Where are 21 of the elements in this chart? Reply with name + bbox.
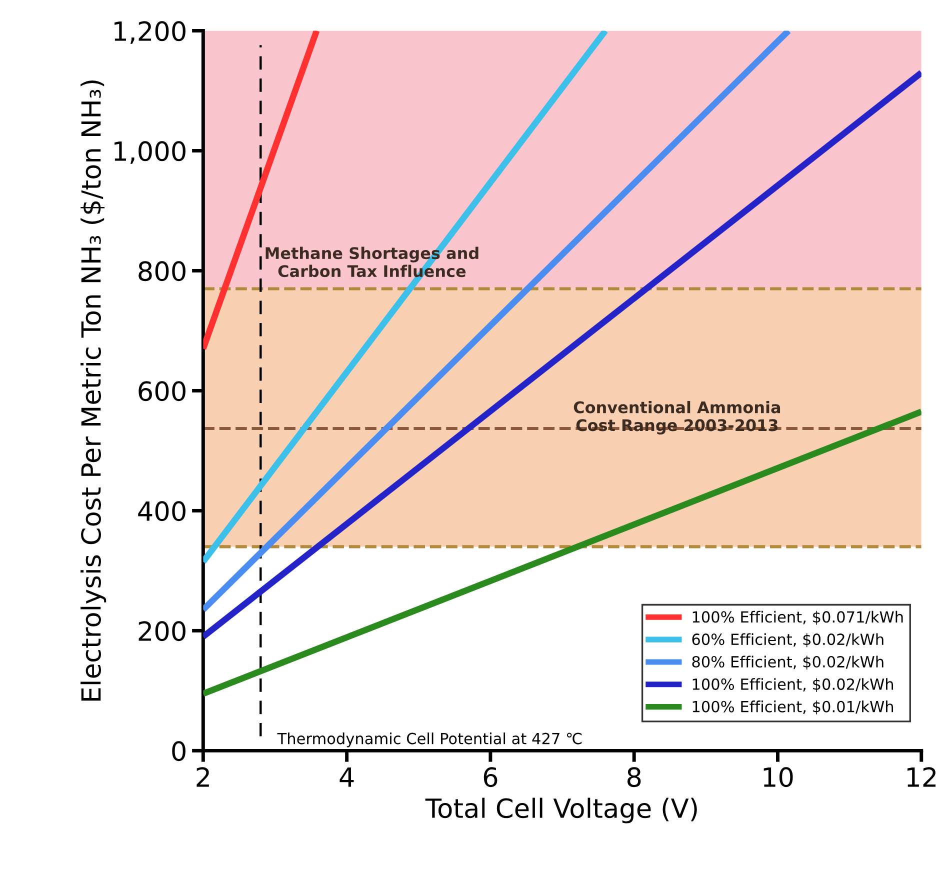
x-axis-title: Total Cell Voltage (V)	[425, 798, 697, 824]
y-tick-label: 1,200	[114, 21, 186, 44]
y-tick-label: 800	[138, 261, 186, 282]
y-tick-label: 400	[138, 501, 186, 522]
x-tick-label: 4	[340, 767, 354, 787]
ref-line-label: Thermodynamic Cell Potential at 427 ℃	[277, 732, 582, 748]
x-tick-label: 8	[627, 767, 641, 788]
y-tick-label: 200	[138, 621, 186, 642]
legend-label: 100% Efficient, $0.02/kWh	[692, 678, 894, 692]
y-tick-label: 0	[172, 741, 186, 762]
legend-label: 60% Efficient, $0.02/kWh	[692, 633, 884, 648]
x-tick-label: 6	[484, 767, 498, 788]
x-tick-label: 2	[196, 767, 209, 787]
legend-label: 100% Efficient, $0.01/kWh	[692, 700, 894, 714]
x-tick-label: 12	[907, 767, 936, 787]
y-tick-label: 1,000	[114, 141, 186, 164]
legend-label: 100% Efficient, $0.071/kWh	[692, 610, 903, 625]
legend-label: 80% Efficient, $0.02/kWh	[692, 656, 884, 670]
x-tick-label: 10	[764, 767, 793, 788]
y-tick-label: 600	[138, 381, 186, 402]
y-axis-title: Electrolysis Cost Per Metric Ton NH₃ ($/ton NH₃)	[80, 80, 106, 701]
